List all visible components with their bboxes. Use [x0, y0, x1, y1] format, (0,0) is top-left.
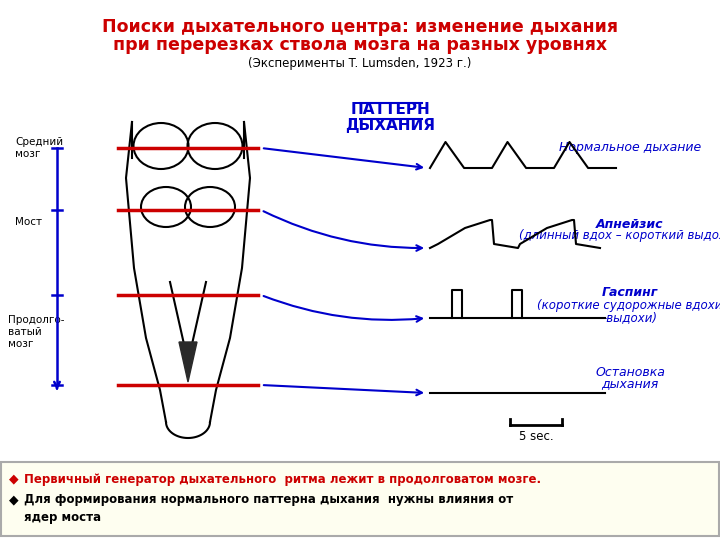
Text: ПАТТЕРН: ПАТТЕРН	[350, 102, 430, 117]
Text: Нормальное дыхание: Нормальное дыхание	[559, 141, 701, 154]
Text: 5 sec.: 5 sec.	[518, 430, 553, 443]
Text: ДЫХАНИЯ: ДЫХАНИЯ	[345, 118, 435, 133]
Polygon shape	[179, 342, 197, 382]
Text: Гаспинг: Гаспинг	[602, 287, 658, 300]
Text: Продолго-
ватый
мозг: Продолго- ватый мозг	[8, 315, 65, 349]
Text: ◆: ◆	[9, 494, 19, 507]
Text: Мост: Мост	[15, 217, 42, 227]
Text: дыхания: дыхания	[601, 377, 659, 390]
Text: Поиски дыхательного центра: изменение дыхания: Поиски дыхательного центра: изменение ды…	[102, 18, 618, 36]
Text: Остановка: Остановка	[595, 366, 665, 379]
Text: ◆: ◆	[9, 472, 19, 485]
Text: -выдохи): -выдохи)	[603, 312, 657, 325]
Text: (Эксперименты T. Lumsden, 1923 г.): (Эксперименты T. Lumsden, 1923 г.)	[248, 57, 472, 70]
Text: (длинный вдох – короткий выдох): (длинный вдох – короткий выдох)	[519, 230, 720, 242]
Text: Средний
мозг: Средний мозг	[15, 137, 63, 159]
Text: (короткие судорожные вдохи: (короткие судорожные вдохи	[537, 300, 720, 313]
Text: Апнейзис: Апнейзис	[596, 218, 664, 231]
Bar	[1, 462, 719, 536]
Text: Первичный генератор дыхательного  ритма лежит в продолговатом мозге.: Первичный генератор дыхательного ритма л…	[24, 472, 541, 485]
Text: Для формирования нормального паттерна дыхания  нужны влияния от: Для формирования нормального паттерна ды…	[24, 494, 513, 507]
Text: при перерезках ствола мозга на разных уровнях: при перерезках ствола мозга на разных ур…	[113, 36, 607, 54]
Text: ядер моста: ядер моста	[24, 511, 101, 524]
